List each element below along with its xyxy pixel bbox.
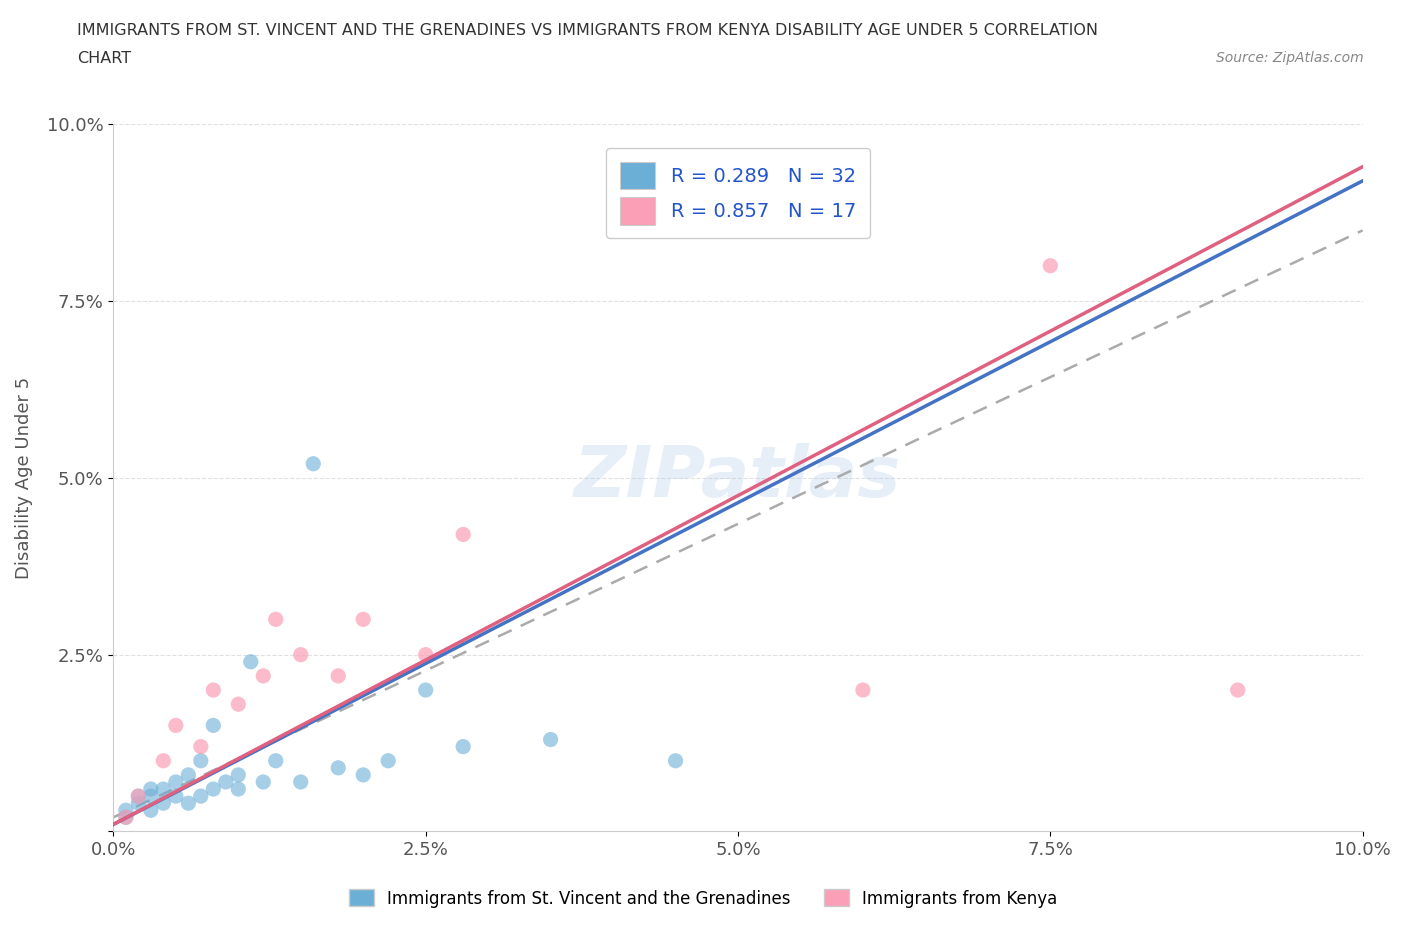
Point [115,803,138,817]
Point [190,739,212,754]
Legend: R = 0.289   N = 32, R = 0.857   N = 17: R = 0.289 N = 32, R = 0.857 N = 17 [606,148,869,238]
Point [264,612,287,627]
Point [290,775,312,790]
Point [264,753,287,768]
Point [290,647,312,662]
Point [139,789,162,804]
Point [852,683,875,698]
Point [127,789,149,804]
Point [165,789,187,804]
Point [451,739,474,754]
Point [226,767,249,782]
Point [152,796,174,811]
Point [202,683,225,698]
Point [415,683,437,698]
Text: ZIPatlas: ZIPatlas [574,444,901,512]
Point [139,803,162,817]
Point [352,767,374,782]
Point [664,753,686,768]
Text: IMMIGRANTS FROM ST. VINCENT AND THE GRENADINES VS IMMIGRANTS FROM KENYA DISABILI: IMMIGRANTS FROM ST. VINCENT AND THE GREN… [77,23,1098,38]
Point [127,789,149,804]
Legend: Immigrants from St. Vincent and the Grenadines, Immigrants from Kenya: Immigrants from St. Vincent and the Gren… [342,883,1064,914]
Point [1039,259,1062,273]
Point [139,781,162,796]
Point [127,796,149,811]
Point [415,647,437,662]
Point [252,775,274,790]
Point [328,669,350,684]
Point [1226,683,1249,698]
Point [165,718,187,733]
Point [202,718,225,733]
Point [202,781,225,796]
Point [451,527,474,542]
Point [352,612,374,627]
Point [328,761,350,776]
Point [302,457,325,472]
Point [115,810,138,825]
Point [226,781,249,796]
Y-axis label: Disability Age Under 5: Disability Age Under 5 [15,377,32,579]
Point [152,753,174,768]
Point [377,753,399,768]
Point [540,732,562,747]
Point [115,810,138,825]
Point [152,781,174,796]
Point [190,789,212,804]
Point [226,697,249,711]
Point [252,669,274,684]
Point [177,796,200,811]
Point [165,775,187,790]
Text: CHART: CHART [77,51,131,66]
Point [190,753,212,768]
Point [215,775,238,790]
Text: Source: ZipAtlas.com: Source: ZipAtlas.com [1216,51,1364,65]
Point [239,655,262,670]
Point [177,767,200,782]
